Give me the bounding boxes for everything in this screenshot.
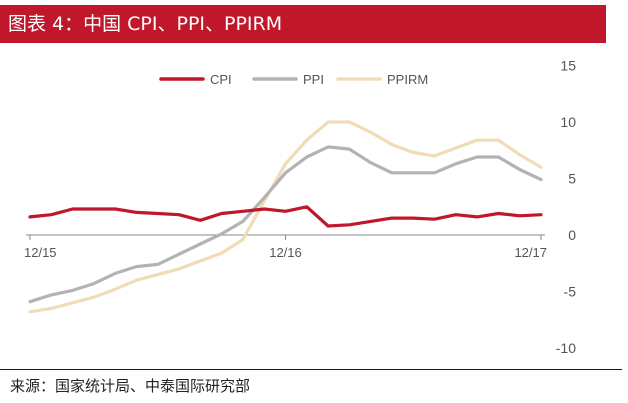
series-line-ppi <box>28 145 543 304</box>
chart-title: 图表 4：中国 CPI、PPI、PPIRM <box>8 13 283 35</box>
y-tick-label: 15 <box>560 58 576 74</box>
footer-divider <box>0 369 622 370</box>
x-tick-label: 12/16 <box>269 245 302 260</box>
y-tick-label: 0 <box>568 227 576 243</box>
chart-area: CPI PPI PPIRM 12/15 12/16 12/17 15 10 5 0 -5 -10 <box>0 45 628 370</box>
series-line-cpi <box>28 205 543 228</box>
chart-axes: 12/15 12/16 12/17 15 10 5 0 -5 -10 <box>24 58 576 357</box>
legend-label-ppi: PPI <box>303 72 324 87</box>
y-tick-label: -5 <box>564 284 577 300</box>
legend-label-ppirm: PPIRM <box>387 72 428 87</box>
y-tick-label: 5 <box>568 171 576 187</box>
line-chart: CPI PPI PPIRM 12/15 12/16 12/17 15 10 5 0 -5 -10 <box>24 58 576 357</box>
y-tick-label: -10 <box>556 340 576 356</box>
chart-series <box>28 120 543 314</box>
series-line-ppirm <box>28 120 543 314</box>
title-bar: 图表 4：中国 CPI、PPI、PPIRM <box>0 5 606 43</box>
chart-legend: CPI PPI PPIRM <box>159 72 428 87</box>
legend-label-cpi: CPI <box>210 72 232 87</box>
source-note: 来源：国家统计局、中泰国际研究部 <box>10 377 251 395</box>
x-tick-label: 12/17 <box>514 245 547 260</box>
x-tick-label: 12/15 <box>24 245 57 260</box>
y-tick-label: 10 <box>560 114 576 130</box>
